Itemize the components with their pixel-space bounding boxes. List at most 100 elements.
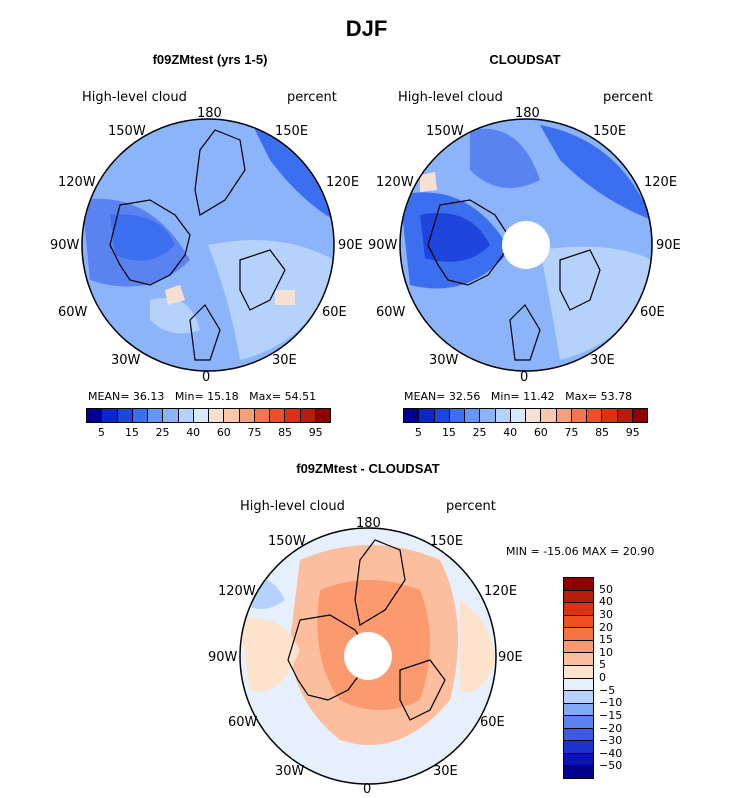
lon-label-120w: 120W (58, 175, 96, 190)
colorbar-swatch (564, 691, 593, 704)
map-obs-region-n (470, 128, 540, 188)
lon-label-150w: 150W (426, 124, 464, 139)
mean-label-model: MEAN= (88, 390, 130, 403)
colorbar-swatch (87, 409, 103, 422)
map-model-region-peak2 (165, 285, 185, 305)
colorbar-swatch (571, 409, 587, 422)
units-label-diff: percent (446, 499, 496, 514)
lon-label-150w: 150W (108, 124, 146, 139)
lon-label-90w: 90W (208, 650, 238, 665)
colorbar-swatch (102, 409, 118, 422)
panel-title-diff: f09ZMtest - CLOUDSAT (296, 461, 440, 476)
lon-label-30e: 30E (272, 353, 297, 368)
colorbar-swatch (434, 409, 450, 422)
map-diff-region-small (240, 618, 300, 692)
map-obs-region-ne (540, 125, 652, 220)
colorbar-tick-label: 15 (124, 426, 139, 439)
colorbar-tick-label: 25 (472, 426, 487, 439)
colorbar-tick-label: 10 (599, 645, 613, 659)
colorbar-swatch (564, 741, 593, 754)
colorbar-tick-label: −20 (599, 721, 623, 735)
max-value-model: 54.51 (284, 390, 317, 403)
map-model-region-ne (250, 120, 334, 220)
colorbar-tick-label: −5 (599, 683, 616, 697)
colorbar-model (86, 408, 331, 423)
lon-label-150w: 150W (268, 534, 306, 549)
lon-label-120w: 120W (376, 175, 414, 190)
map-obs-coast-europe (509, 304, 541, 361)
map-model-region-high2 (150, 298, 200, 334)
colorbar-swatch (285, 409, 301, 422)
colorbar-tick-label: 75 (247, 426, 262, 439)
map-obs-coast-greenland (427, 199, 509, 286)
colorbar-tick-label: 30 (599, 607, 613, 621)
colorbar-swatch (564, 716, 593, 729)
colorbar-swatch (564, 678, 593, 692)
map-diff-pole-hole (344, 632, 392, 680)
colorbar-tick-label: 95 (625, 426, 640, 439)
colorbar-swatch (526, 409, 542, 422)
map-obs-region-peak (420, 172, 437, 192)
lon-label-90e: 90E (656, 238, 681, 253)
lon-label-120w: 120W (218, 584, 256, 599)
max-label-model: Max= (249, 390, 282, 403)
colorbar-tick-label: 40 (186, 426, 201, 439)
colorbar-swatch (510, 409, 526, 422)
map-model-coast-russia (194, 129, 246, 216)
mean-value-obs: 32.56 (448, 390, 481, 403)
colorbar-swatch (602, 409, 618, 422)
lon-label-150e: 150E (275, 124, 309, 139)
lon-label-0: 0 (363, 782, 372, 797)
lon-label-150e: 150E (593, 124, 627, 139)
colorbar-swatch (564, 615, 593, 629)
colorbar-tick-label: −40 (599, 746, 623, 760)
lon-label-90e: 90E (498, 650, 523, 665)
lon-label-0: 0 (520, 370, 529, 385)
colorbar-tick-label: 40 (503, 426, 518, 439)
colorbar-tick-label: 95 (308, 426, 323, 439)
colorbar-swatch (564, 728, 593, 742)
colorbar-swatch (564, 653, 593, 666)
units-label-obs: percent (603, 90, 653, 105)
colorbar-tick-label: 20 (599, 620, 613, 634)
colorbar-swatch (163, 409, 179, 422)
stats-model: MEAN= 36.13 Min= 15.18 Max= 54.51 (88, 390, 316, 403)
minmax-diff: MIN = -15.06 MAX = 20.90 (506, 545, 655, 558)
colorbar-swatch (564, 703, 593, 717)
lon-label-30w: 30W (111, 353, 141, 368)
panel-title-model: f09ZMtest (yrs 1-5) (152, 52, 268, 67)
colorbar-swatch (178, 409, 194, 422)
colorbar-tick-label: 5 (414, 426, 422, 439)
colorbar-swatch (117, 409, 133, 422)
lon-label-0: 0 (202, 370, 211, 385)
lon-label-90w: 90W (368, 238, 398, 253)
lon-label-30w: 30W (429, 353, 459, 368)
colorbar-tick-label: 60 (533, 426, 548, 439)
map-diff-region-small2 (460, 600, 496, 692)
map-model-coast-europe (189, 304, 221, 361)
colorbar-swatch (315, 409, 330, 422)
colorbar-swatch (587, 409, 603, 422)
colorbar-swatch (419, 409, 435, 422)
colorbar-tick-label: 15 (441, 426, 456, 439)
map-obs-pole-hole (502, 221, 550, 269)
colorbar-model-ticks: 5 15 25 40 60 75 85 95 (86, 426, 331, 440)
colorbar-swatch (465, 409, 481, 422)
colorbar-swatch (193, 409, 209, 422)
colorbar-tick-label: 15 (599, 633, 613, 647)
colorbar-swatch (132, 409, 148, 422)
units-label-model: percent (287, 90, 337, 105)
colorbar-swatch (541, 409, 557, 422)
lon-label-30w: 30W (275, 764, 305, 779)
colorbar-swatch (564, 590, 593, 604)
colorbar-swatch (148, 409, 164, 422)
colorbar-swatch (449, 409, 465, 422)
map-model-coast-scand (239, 249, 286, 311)
colorbar-diff-ticks: 50 40 30 20 15 10 5 0 −5 −10 −15 −20 −30 −40 −50 (599, 577, 644, 779)
lon-label-30e: 30E (590, 353, 615, 368)
map-model (82, 119, 334, 371)
map-obs-frame (399, 118, 653, 372)
max-value-obs: 53.78 (600, 390, 633, 403)
map-obs-region-high (540, 246, 652, 360)
